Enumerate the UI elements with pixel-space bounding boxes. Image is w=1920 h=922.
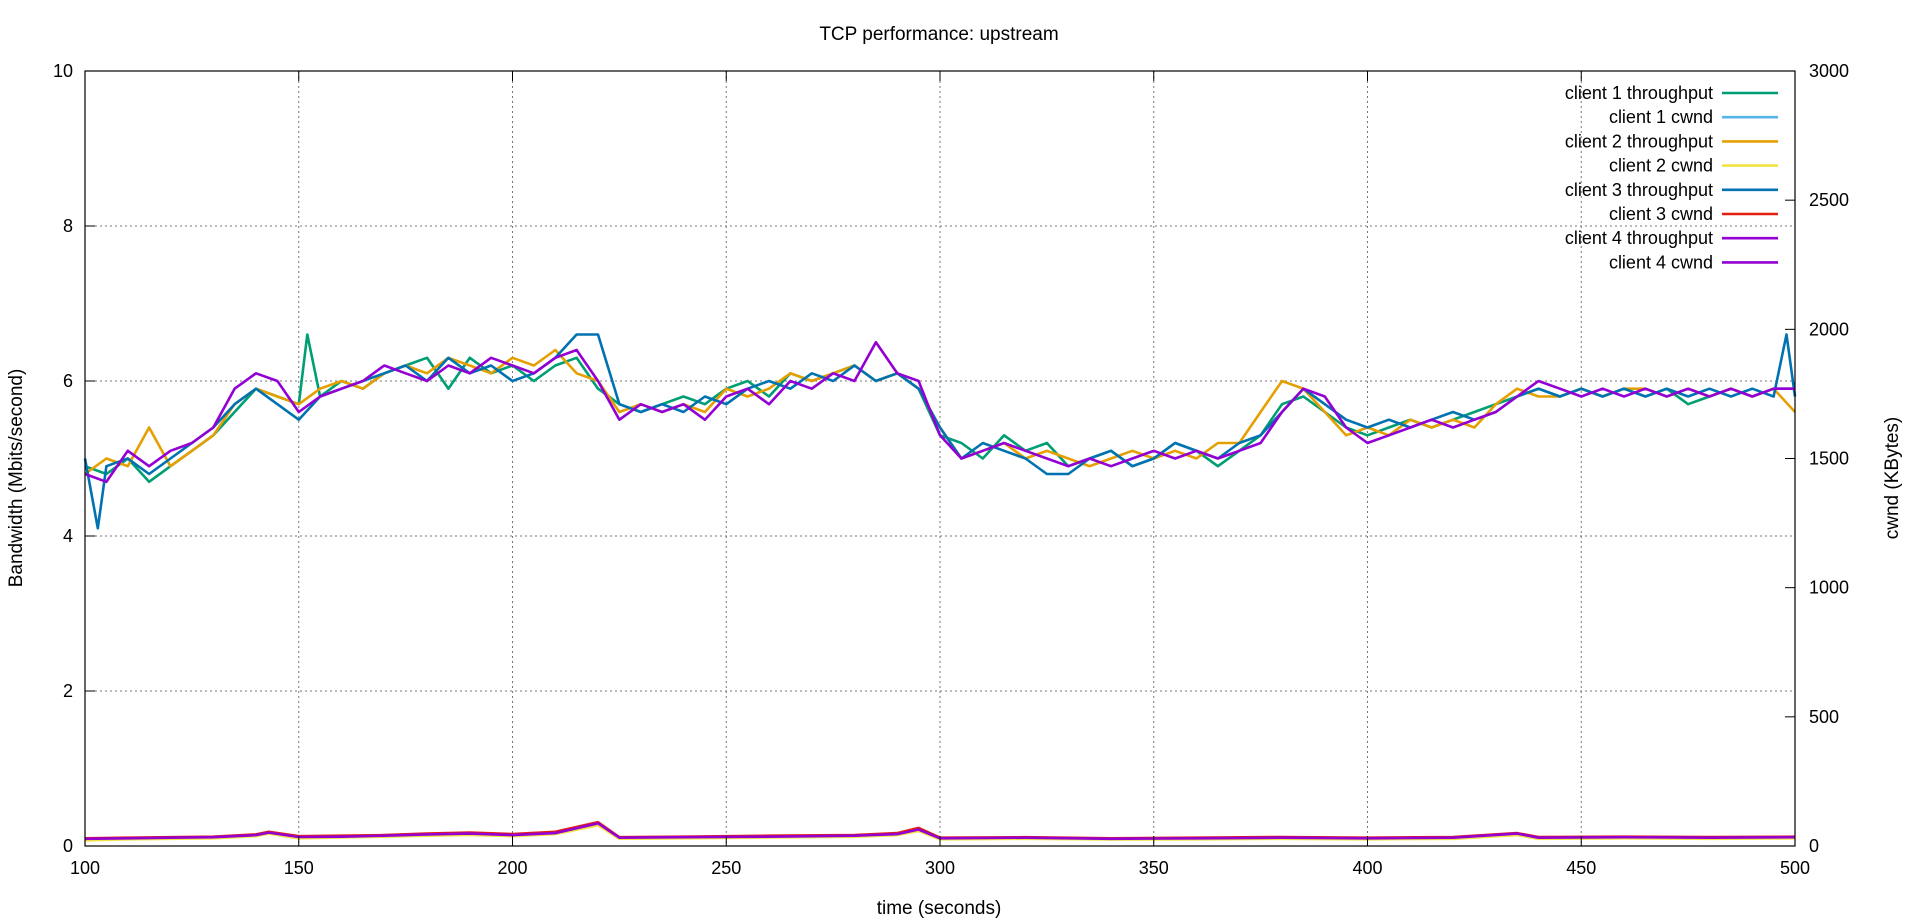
x-axis-title: time (seconds) (877, 898, 1002, 919)
y2-tick-label: 3000 (1809, 61, 1849, 81)
y2-tick-label: 2500 (1809, 190, 1849, 210)
x-tick-label: 300 (925, 858, 955, 878)
x-tick-label: 200 (497, 858, 527, 878)
y-tick-label: 4 (63, 526, 73, 546)
y2-tick-label: 1500 (1809, 449, 1849, 469)
y-tick-label: 0 (63, 836, 73, 856)
y-axis-title: Bandwidth (Mbits/second) (6, 369, 27, 588)
legend-label: client 4 throughput (1565, 228, 1713, 248)
y2-tick-label: 1000 (1809, 578, 1849, 598)
y-tick-label: 8 (63, 216, 73, 236)
x-tick-label: 150 (284, 858, 314, 878)
legend-label: client 3 throughput (1565, 180, 1713, 200)
legend-label: client 1 throughput (1565, 83, 1713, 103)
legend-label: client 3 cwnd (1609, 204, 1713, 224)
y2-axis-title: cwnd (KBytes) (1882, 417, 1903, 539)
x-tick-label: 500 (1780, 858, 1810, 878)
legend-label: client 2 cwnd (1609, 156, 1713, 176)
y2-tick-label: 0 (1809, 836, 1819, 856)
y2-tick-label: 500 (1809, 707, 1839, 727)
y-tick-label: 6 (63, 371, 73, 391)
legend: client 1 throughput client 1 cwnd client 2… (1565, 83, 1778, 272)
x-tick-label: 100 (70, 858, 100, 878)
legend-label: client 4 cwnd (1609, 252, 1713, 272)
x-tick-label: 400 (1352, 858, 1382, 878)
y-tick-label: 10 (53, 61, 73, 81)
x-tick-label: 450 (1566, 858, 1596, 878)
legend-label: client 2 throughput (1565, 131, 1713, 151)
x-tick-label: 350 (1139, 858, 1169, 878)
y2-tick-label: 2000 (1809, 319, 1849, 339)
ticks: 100 150 200 250 300 350 400 450 5000246810050010… (53, 61, 1849, 878)
y-tick-label: 2 (63, 681, 73, 701)
x-tick-label: 250 (711, 858, 741, 878)
series-line-7 (84, 340, 1795, 484)
grid (85, 71, 1795, 846)
chart-title: TCP performance: upstream (819, 24, 1058, 45)
legend-label: client 1 cwnd (1609, 107, 1713, 127)
